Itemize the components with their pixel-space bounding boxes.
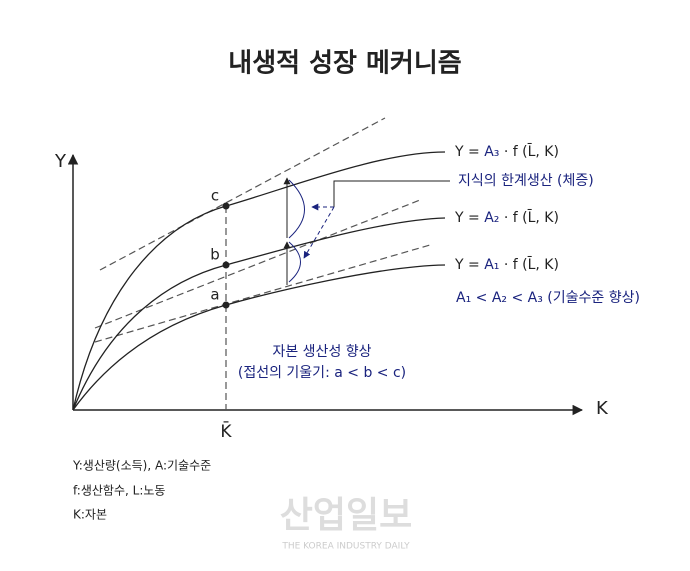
svg-text:Y = A₃ · f (L̄, K): Y = A₃ · f (L̄, K) <box>454 142 559 160</box>
curve-labels: Y = A₃ · f (L̄, K) Y = A₂ · f (L̄, K) Y … <box>454 142 559 273</box>
point-label: c <box>211 187 219 205</box>
k-bar-label: K̄ <box>220 420 232 442</box>
annotation: 지식의 한계생산 (체증) <box>458 173 594 189</box>
title: 내생적 성장 메커니즘 <box>228 49 461 79</box>
svg-text:Y = A₁ · f (L̄, K): Y = A₁ · f (L̄, K) <box>454 255 559 273</box>
points <box>222 202 230 309</box>
point-label: a <box>210 286 219 304</box>
annotation: 자본 생산성 향상 <box>272 344 371 360</box>
bracket <box>288 179 305 239</box>
leader-arrow <box>303 206 335 259</box>
y-axis-label: Y <box>54 151 67 172</box>
svg-text:Y = A₂ · f (L̄, K): Y = A₂ · f (L̄, K) <box>454 208 559 226</box>
annotation: (접선의 기울기: a < b < c) <box>238 365 406 381</box>
note: K:자본 <box>73 508 107 522</box>
leader <box>333 180 450 207</box>
annotation: A₁ < A₂ < A₃ (기술수준 향상) <box>456 290 640 306</box>
watermark: 산업일보 <box>280 495 412 536</box>
watermark-sub: THE KOREA INDUSTRY DAILY <box>281 542 410 552</box>
bracket <box>288 241 301 283</box>
point-label: b <box>210 246 220 264</box>
x-axis-label: K <box>596 398 609 419</box>
note: f:생산함수, L:노동 <box>73 484 165 498</box>
note: Y:생산량(소득), A:기술수준 <box>72 459 211 473</box>
